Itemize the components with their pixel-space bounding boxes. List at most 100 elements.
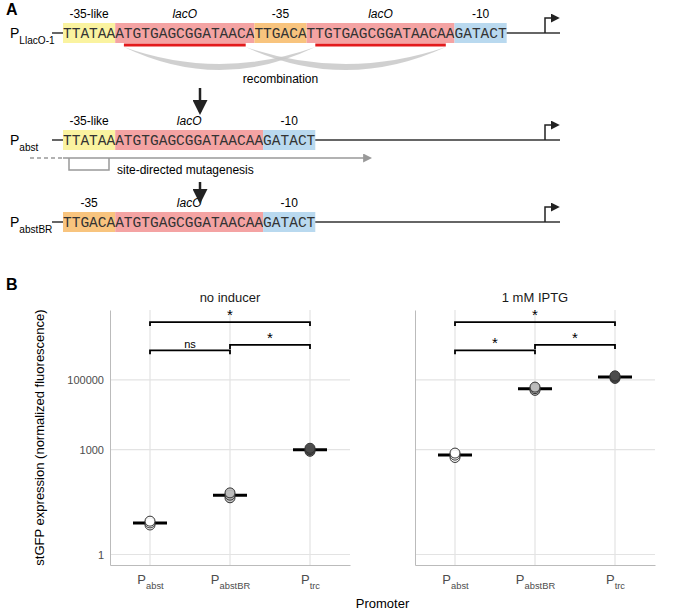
tss-arrow	[545, 207, 558, 222]
element-label: lacO	[368, 7, 393, 21]
y-tick-label: 1000	[80, 444, 104, 456]
label-subscript: abstBR	[525, 581, 556, 591]
recombination-arc	[246, 47, 446, 70]
dna-line	[315, 221, 560, 223]
replicate-point	[305, 443, 315, 453]
label-main: P	[10, 132, 19, 148]
dna-line	[52, 139, 63, 141]
sequence-box	[115, 212, 263, 232]
label-main: P	[211, 572, 220, 587]
element-label: -10	[472, 7, 490, 21]
y-tick: 100000	[67, 374, 110, 386]
tss-arrow	[545, 125, 558, 140]
x-axis-line	[111, 565, 351, 566]
replicate-point	[530, 382, 540, 392]
sequence-text: TTATAA	[63, 133, 116, 149]
figure: A B TTATAA -35-like ATGTGAGCGGATAACA lacO TTGA…	[0, 0, 688, 616]
figure-svg: A B TTATAA -35-like ATGTGAGCGGATAACA lacO TTGA…	[0, 0, 688, 616]
element-label: lacO	[172, 7, 197, 21]
label-subscript: trc	[615, 581, 626, 591]
promoter-row: TTGACA-35ATGTGAGCGGATAACAAlacOGATACT-10P…	[10, 196, 560, 235]
x-tick-label: Pabst	[442, 572, 469, 591]
sequence-text: ATGTGAGCGGATAACAA	[115, 215, 263, 231]
promoter-label: PabstBR	[10, 214, 52, 235]
element-label: -35-like	[69, 114, 109, 128]
x-tick: PabstBR	[211, 565, 251, 591]
x-tick: Ptrc	[301, 565, 320, 591]
panel-title: 1 mM IPTG	[502, 290, 568, 305]
label-main: P	[301, 572, 310, 587]
sequence-text: GATACT	[454, 26, 507, 42]
dna-line	[315, 139, 560, 141]
label-subscript: trc	[310, 581, 321, 591]
y-tick: 1	[98, 549, 110, 561]
sequence-box	[263, 130, 315, 150]
label-main: P	[10, 25, 19, 41]
sequence-box	[115, 130, 263, 150]
element-label: -35	[272, 7, 290, 21]
y-axis: 1 1000 100000	[67, 311, 110, 566]
y-axis	[415, 311, 417, 566]
replicate-point	[225, 488, 235, 498]
sequence-box	[455, 23, 507, 43]
mutagenesis-dashed	[30, 157, 63, 159]
label-subscript: abst	[19, 142, 38, 153]
x-axis: Pabst PabstBR Ptrc	[416, 565, 656, 591]
panel-label: B	[6, 276, 18, 293]
y-axis-line	[415, 311, 416, 566]
diagram: TTATAA -35-like ATGTGAGCGGATAACA lacO TTGACA…	[10, 7, 560, 235]
x-tick: Pabst	[442, 565, 469, 591]
x-tick-label: PabstBR	[211, 572, 251, 591]
replicate-point	[610, 371, 620, 381]
sequence-box	[307, 23, 455, 43]
chart-panel: no inducer11000100000PabstPabstBRPtrc**n…	[67, 290, 350, 591]
sequence-box	[263, 212, 315, 232]
sequence-box	[63, 23, 115, 43]
x-tick-label: Ptrc	[301, 572, 320, 591]
dna-line	[52, 221, 63, 223]
significance-label: *	[492, 334, 498, 351]
sequence-box	[254, 23, 306, 43]
mutagenesis-bracket	[69, 158, 109, 170]
step-arrow	[199, 88, 202, 112]
y-axis-line	[110, 311, 111, 566]
sequence-text: TTGTGAGCGGATAACAA	[307, 26, 455, 42]
sequence-box	[63, 130, 115, 150]
element-label: -10	[281, 196, 299, 210]
grid-line-x	[454, 310, 455, 565]
label-main: P	[10, 214, 19, 230]
y-tick-label: 100000	[67, 374, 104, 386]
element-label: lacO	[177, 196, 202, 210]
promoter-row: TTATAA-35-likeATGTGAGCGGATAACAlacOTTGACA…	[10, 7, 560, 46]
significance-label: *	[572, 329, 578, 346]
sequence-text: TTGACA	[254, 26, 307, 42]
sequence-text: ATGTGAGCGGATAACA	[115, 26, 255, 42]
label-subscript: abst	[146, 581, 164, 591]
x-tick: PabstBR	[516, 565, 556, 591]
promoter-row: TTATAA-35-likeATGTGAGCGGATAACAAlacOGATAC…	[10, 114, 560, 153]
significance-label: *	[532, 306, 538, 323]
step-arrow	[199, 182, 202, 201]
label-main: P	[606, 572, 615, 587]
significance-label: *	[227, 306, 233, 323]
element-label: -35	[80, 196, 98, 210]
operator-underline	[315, 44, 446, 47]
promoter-label: PLlacO-1	[10, 25, 55, 46]
chart-panel: 1 mM IPTG Pabst PabstBR Ptrc * * *	[415, 290, 656, 591]
element-label: lacO	[177, 114, 202, 128]
significance-label: *	[267, 329, 273, 346]
label-subscript: abstBR	[220, 581, 251, 591]
element-label: -10	[281, 114, 299, 128]
panel-label: A	[6, 1, 18, 18]
label-subscript: abst	[451, 581, 469, 591]
x-axis-title: Promoter	[356, 596, 410, 611]
tss-arrow	[545, 18, 558, 33]
grid	[110, 310, 350, 565]
marks	[133, 322, 327, 530]
sequence-box	[115, 23, 254, 43]
replicate-point	[145, 516, 155, 526]
label-subscript: abstBR	[19, 224, 52, 235]
sequence-text: ATGTGAGCGGATAACAA	[115, 133, 263, 149]
x-tick-label: PabstBR	[516, 572, 556, 591]
step-label: recombination	[243, 72, 318, 86]
